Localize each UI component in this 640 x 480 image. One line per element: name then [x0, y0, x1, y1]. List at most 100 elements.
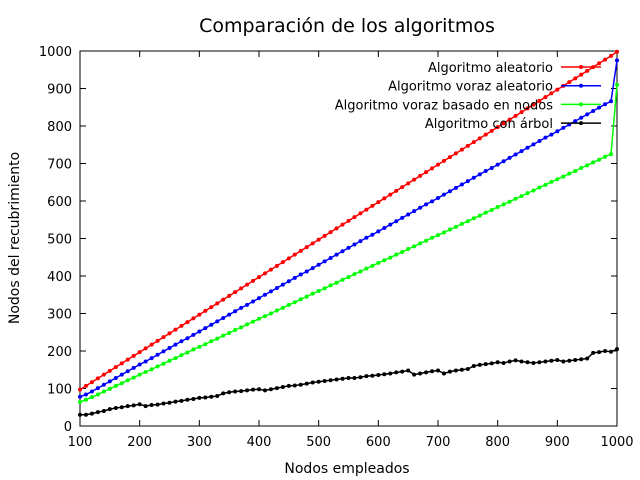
data-point [203, 395, 208, 400]
data-point [459, 182, 464, 187]
data-point [406, 368, 411, 373]
data-point [418, 173, 423, 178]
data-point [257, 275, 261, 280]
data-point [78, 394, 82, 399]
data-point [191, 397, 196, 401]
data-point [280, 260, 285, 265]
data-point [167, 346, 172, 350]
data-point [459, 221, 464, 226]
data-point [537, 360, 542, 365]
data-point [203, 326, 208, 331]
data-point [615, 347, 619, 352]
data-point [489, 128, 494, 133]
data-point [603, 57, 608, 62]
data-point [137, 402, 142, 407]
data-point [334, 377, 339, 382]
data-point [262, 292, 267, 297]
data-point [477, 136, 482, 141]
data-point [304, 381, 309, 386]
y-tick-label: 700 [47, 158, 72, 173]
data-point [322, 259, 327, 264]
data-point [149, 342, 154, 347]
data-point [101, 372, 106, 377]
data-point [364, 266, 369, 271]
data-point [191, 332, 196, 337]
data-point [447, 227, 452, 232]
data-point [203, 308, 208, 313]
legend-swatch-point [579, 65, 583, 69]
data-point [245, 302, 250, 307]
data-point [507, 155, 512, 160]
data-point [412, 209, 417, 214]
data-point [531, 102, 536, 107]
data-point [215, 319, 220, 324]
data-point [340, 249, 345, 254]
data-point [597, 350, 602, 355]
x-tick-label: 800 [485, 435, 510, 450]
series-2 [78, 58, 619, 399]
data-point [131, 365, 136, 370]
data-point [382, 196, 387, 201]
data-point [328, 230, 333, 235]
data-point [585, 356, 590, 361]
data-point [89, 380, 94, 385]
data-point [561, 125, 566, 130]
data-point [239, 305, 244, 310]
data-point [346, 275, 351, 280]
data-point [346, 245, 351, 250]
data-point [83, 392, 88, 397]
data-point [280, 385, 285, 389]
data-point [585, 163, 590, 168]
data-point [149, 403, 154, 407]
data-point [483, 169, 488, 173]
data-point [579, 115, 584, 120]
data-point [334, 280, 339, 285]
data-point [179, 398, 184, 403]
data-point [352, 376, 357, 380]
data-point [239, 286, 244, 291]
data-point [603, 102, 608, 107]
data-point [227, 390, 232, 395]
x-tick-label: 900 [545, 435, 570, 450]
data-point [304, 269, 309, 274]
data-point [89, 389, 94, 394]
data-point [346, 218, 351, 223]
data-point [591, 109, 596, 113]
data-point [149, 356, 154, 361]
data-point [400, 369, 405, 374]
data-point [95, 386, 100, 391]
data-point [364, 235, 369, 240]
y-tick-label: 100 [47, 383, 72, 398]
data-point [615, 82, 619, 87]
legend-label: Algoritmo voraz basado en nodos [335, 98, 553, 113]
data-point [155, 402, 160, 407]
data-point [268, 311, 273, 316]
data-point [316, 379, 321, 384]
data-point [424, 202, 429, 207]
legend-label: Algoritmo voraz aleatorio [388, 80, 553, 95]
x-tick-label: 500 [306, 435, 331, 450]
y-tick-label: 300 [47, 308, 72, 323]
data-point [489, 361, 494, 366]
data-point [549, 358, 554, 363]
data-point [615, 49, 619, 54]
data-point [436, 233, 440, 238]
series-4 [78, 347, 619, 417]
data-point [495, 205, 500, 209]
data-point [483, 362, 488, 367]
data-point [370, 373, 375, 378]
data-point [143, 404, 148, 409]
data-point [573, 358, 578, 362]
data-point [274, 386, 279, 391]
data-point [113, 376, 118, 380]
data-point [519, 359, 524, 364]
data-point [179, 339, 184, 344]
data-point [173, 342, 178, 347]
data-point [459, 147, 464, 152]
data-point [286, 256, 291, 261]
data-point [95, 392, 100, 397]
data-point [430, 369, 435, 374]
data-point [239, 325, 244, 330]
x-tick-label: 700 [426, 435, 451, 450]
data-point [358, 269, 363, 274]
